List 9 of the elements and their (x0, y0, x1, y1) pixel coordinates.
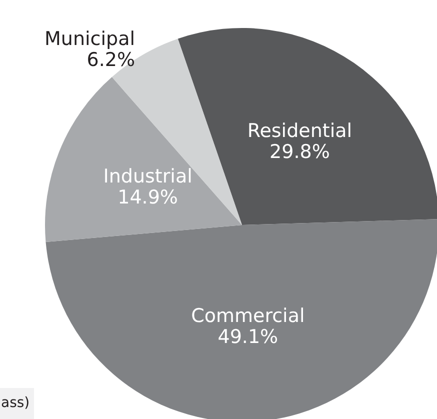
data-label: 29.8% (270, 140, 330, 163)
data-label: 6.2% (86, 48, 136, 71)
data-label: 49.1% (218, 326, 278, 348)
slice-label: Commercial (191, 304, 305, 327)
text: ass) (1, 395, 30, 411)
slice-label: Residential (247, 120, 352, 142)
slice-label: Municipal (44, 28, 136, 50)
data-label: 14.9% (118, 186, 178, 209)
slice-label: Industrial (103, 166, 192, 188)
